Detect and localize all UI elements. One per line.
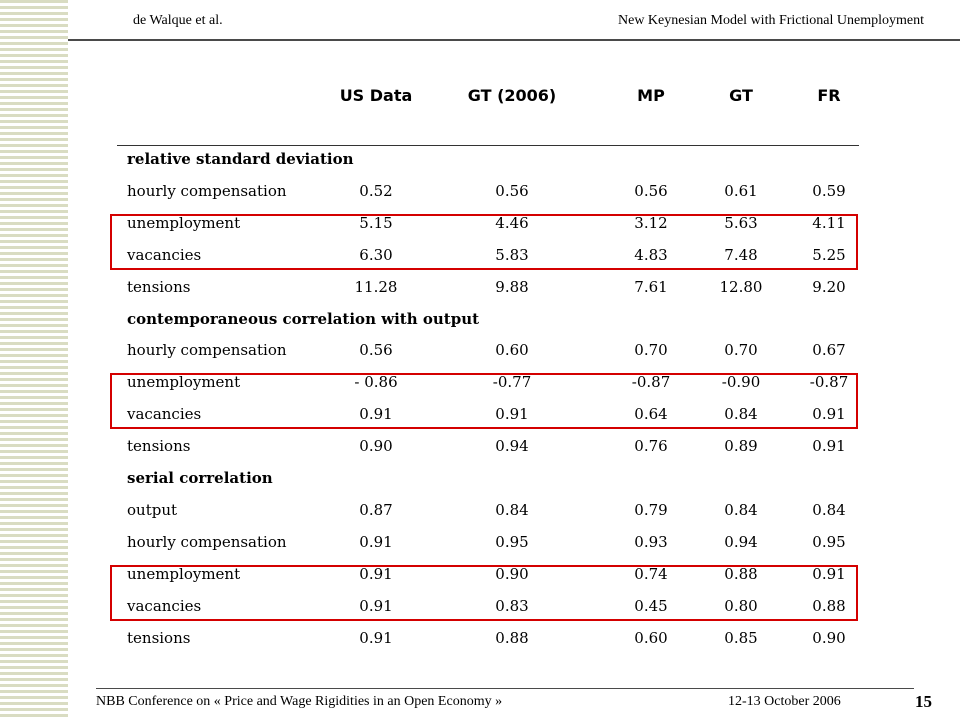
table-cell: 0.93 [634, 533, 668, 551]
column-header: US Data [339, 86, 413, 105]
table-cell: 0.61 [724, 182, 758, 200]
table-cell: 5.63 [724, 214, 758, 232]
table-cell: 0.94 [724, 533, 758, 551]
highlight-box [110, 214, 858, 270]
table-cell: 0.94 [495, 437, 529, 455]
table-cell: 0.60 [495, 341, 529, 359]
table-cell: -0.87 [809, 373, 849, 391]
table-cell: 0.91 [812, 405, 846, 423]
row-label: tensions [127, 278, 191, 296]
table-cell: 0.52 [359, 182, 393, 200]
table-cell: 0.56 [359, 341, 393, 359]
row-label: vacancies [127, 246, 202, 264]
table-cell: -0.77 [492, 373, 532, 391]
table-cell: 0.95 [812, 533, 846, 551]
table-cell: 0.84 [495, 501, 529, 519]
table-cell: 0.59 [812, 182, 846, 200]
footer-date: 12-13 October 2006 [728, 694, 841, 709]
section-title: relative standard deviation [127, 150, 354, 168]
table-cell: 0.91 [359, 629, 393, 647]
table-cell: 0.89 [724, 437, 758, 455]
highlight-box [110, 565, 858, 621]
table-top-rule [117, 145, 859, 146]
row-label: vacancies [127, 405, 202, 423]
table-cell: 9.20 [812, 278, 846, 296]
section-title: serial correlation [127, 469, 273, 487]
table-cell: 0.90 [495, 565, 529, 583]
footer-conference: NBB Conference on « Price and Wage Rigid… [96, 694, 503, 709]
row-label: unemployment [127, 373, 241, 391]
table-cell: 12.80 [719, 278, 763, 296]
column-header: MP [637, 86, 665, 105]
table-cell: 0.70 [724, 341, 758, 359]
row-label: tensions [127, 437, 191, 455]
table-cell: 0.74 [634, 565, 668, 583]
table-cell: 0.85 [724, 629, 758, 647]
footer-divider [96, 688, 914, 689]
table-cell: 0.88 [812, 597, 846, 615]
table-cell: 5.25 [812, 246, 846, 264]
table-cell: 0.56 [495, 182, 529, 200]
table-cell: 0.91 [359, 565, 393, 583]
table-cell: 0.91 [359, 533, 393, 551]
table-cell: 0.91 [359, 597, 393, 615]
table-cell: 0.76 [634, 437, 668, 455]
table-cell: 0.80 [724, 597, 758, 615]
table-cell: 0.91 [359, 405, 393, 423]
table-cell: 0.88 [495, 629, 529, 647]
table-cell: 9.88 [495, 278, 529, 296]
row-label: output [127, 501, 178, 519]
table-cell: 0.88 [724, 565, 758, 583]
table-cell: -0.87 [631, 373, 671, 391]
row-label: tensions [127, 629, 191, 647]
section-title: contemporaneous correlation with output [127, 310, 480, 328]
row-label: unemployment [127, 214, 241, 232]
table-cell: 0.70 [634, 341, 668, 359]
table-cell: 0.91 [812, 565, 846, 583]
table-cell: 0.84 [724, 501, 758, 519]
table-cell: 4.83 [634, 246, 668, 264]
table-cell: 0.84 [812, 501, 846, 519]
column-header: GT [729, 86, 753, 105]
header-author: de Walque et al. [133, 13, 223, 28]
column-header: FR [817, 86, 841, 105]
table-cell: 4.46 [495, 214, 529, 232]
table-cell: 0.56 [634, 182, 668, 200]
table-cell: 0.87 [359, 501, 393, 519]
highlight-box [110, 373, 858, 429]
table-cell: 0.64 [634, 405, 668, 423]
table-cell: 6.30 [359, 246, 393, 264]
table-cell: 3.12 [634, 214, 668, 232]
row-label: hourly compensation [127, 182, 287, 200]
row-label: vacancies [127, 597, 202, 615]
table-cell: 0.60 [634, 629, 668, 647]
header-divider [68, 39, 960, 41]
page-number: 15 [915, 692, 932, 711]
table-cell: 7.61 [634, 278, 668, 296]
table-cell: 0.84 [724, 405, 758, 423]
table-cell: 0.95 [495, 533, 529, 551]
row-label: unemployment [127, 565, 241, 583]
header-title: New Keynesian Model with Frictional Unem… [618, 13, 924, 28]
table-cell: 0.91 [812, 437, 846, 455]
table-cell: - 0.86 [354, 373, 398, 391]
table-cell: 0.83 [495, 597, 529, 615]
table-cell: 0.91 [495, 405, 529, 423]
table-cell: 5.15 [359, 214, 393, 232]
table-cell: 0.67 [812, 341, 846, 359]
table-cell: -0.90 [721, 373, 761, 391]
row-label: hourly compensation [127, 341, 287, 359]
table-cell: 0.90 [812, 629, 846, 647]
table-cell: 0.90 [359, 437, 393, 455]
table-cell: 5.83 [495, 246, 529, 264]
decorative-stripe-band [0, 0, 68, 720]
column-header: GT (2006) [467, 86, 557, 105]
table-cell: 0.79 [634, 501, 668, 519]
table-cell: 4.11 [812, 214, 846, 232]
table-cell: 0.45 [634, 597, 668, 615]
table-cell: 7.48 [724, 246, 758, 264]
row-label: hourly compensation [127, 533, 287, 551]
table-cell: 11.28 [354, 278, 398, 296]
